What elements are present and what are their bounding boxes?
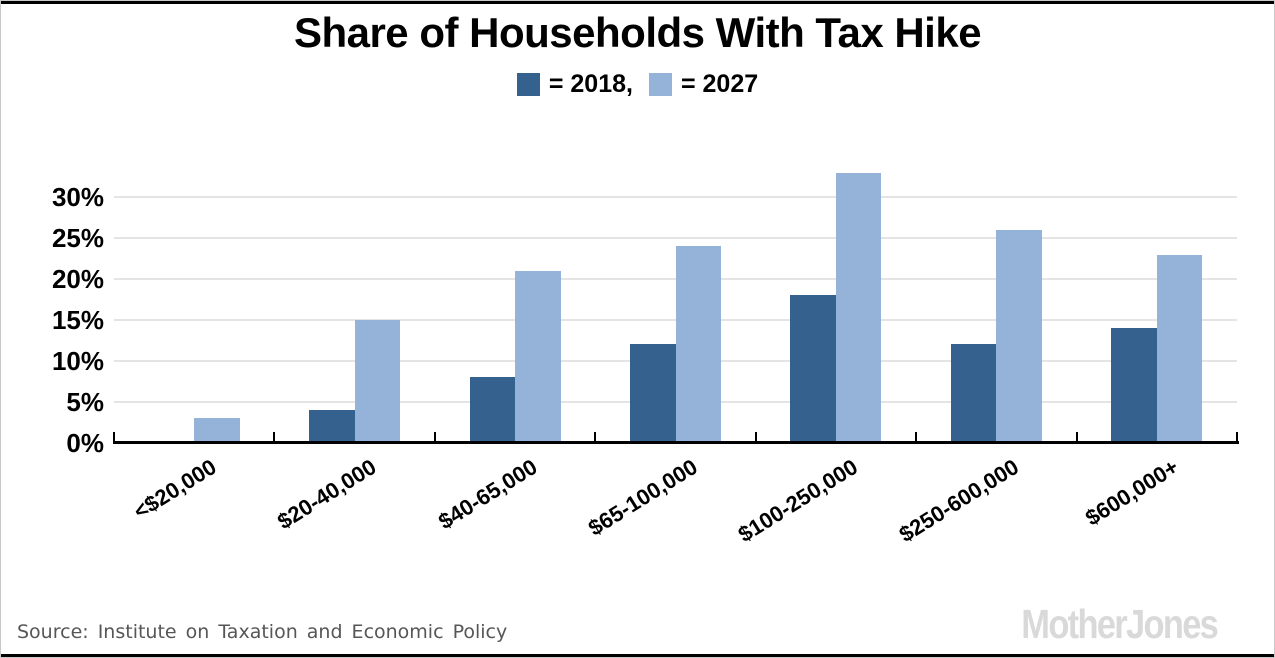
legend-item-2027: = 2027	[648, 69, 759, 99]
x-axis-label-1: <$20,000	[128, 454, 221, 525]
legend-label-2027: = 2027	[680, 69, 759, 98]
x-axis-label-4: $65-100,000	[583, 454, 702, 541]
bar-2018-2	[309, 409, 355, 443]
y-axis-label-5: 5%	[66, 386, 104, 417]
bar-2018-7	[1111, 328, 1157, 443]
x-axis-label-5: $100-250,000	[733, 454, 863, 548]
x-axis-label-6: $250-600,000	[894, 454, 1023, 548]
gridline-30	[114, 196, 1237, 199]
bar-2027-1	[194, 417, 240, 443]
legend-label-2018: = 2018,	[548, 69, 633, 98]
x-axis-tick-4	[754, 432, 757, 443]
legend-swatch-2027-icon	[648, 72, 672, 96]
bottom-edge-bar	[1, 654, 1274, 657]
bar-2018-5	[790, 295, 836, 443]
legend-swatch-2018-icon	[516, 72, 540, 96]
x-axis-tick-5	[915, 432, 918, 443]
x-axis-tick-2	[433, 432, 436, 443]
x-axis-label-7: $600,000+	[1081, 454, 1184, 531]
y-axis-label-15: 15%	[51, 304, 104, 335]
x-axis-label-2: $20-40,000	[273, 454, 381, 535]
x-axis-tick-3	[594, 432, 597, 443]
gridline-25	[114, 237, 1237, 240]
y-axis-label-20: 20%	[51, 264, 104, 295]
x-axis-tick-6	[1075, 432, 1078, 443]
y-axis-label-30: 30%	[51, 182, 104, 213]
motherjones-logo: MotherJones	[1021, 601, 1219, 647]
bar-2027-6	[996, 230, 1042, 443]
top-edge-bar	[1, 1, 1274, 4]
y-axis-label-10: 10%	[51, 345, 104, 376]
legend-item-2018: = 2018,	[516, 69, 633, 99]
bar-2018-4	[630, 344, 676, 443]
bar-2027-7	[1156, 254, 1203, 443]
x-axis-tick-1	[273, 432, 276, 443]
x-axis-label-3: $40-65,000	[433, 454, 542, 535]
x-axis-tick-0	[113, 432, 115, 443]
y-axis-label-0: 0%	[66, 427, 104, 458]
bar-2027-5	[835, 172, 882, 443]
source-attribution: Source: Institute on Taxation and Econom…	[17, 621, 508, 643]
x-axis-line	[112, 441, 1239, 444]
bar-2018-6	[950, 344, 997, 443]
bar-2027-2	[354, 319, 401, 443]
legend: = 2018, = 2027	[1, 69, 1274, 99]
bar-2027-4	[675, 246, 721, 443]
y-axis-label-25: 25%	[51, 223, 104, 254]
chart-title: Share of Households With Tax Hike	[293, 9, 982, 56]
x-axis-tick-7	[1236, 432, 1238, 443]
bar-2027-3	[515, 270, 561, 443]
bar-2018-3	[469, 377, 516, 443]
